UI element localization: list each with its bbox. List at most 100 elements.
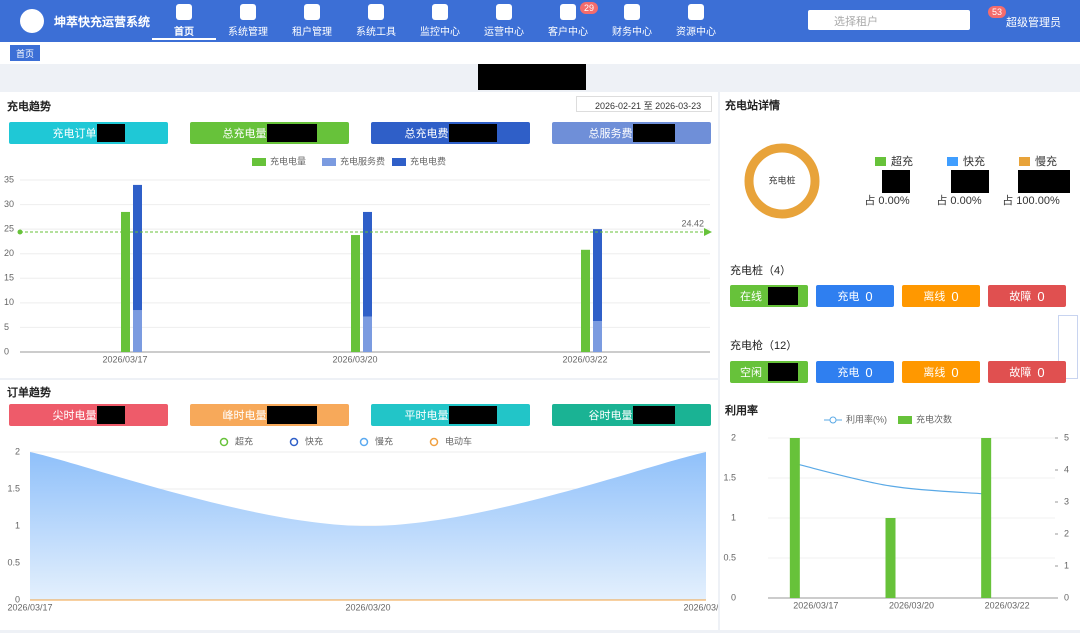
date-start: 2026-02-21 [595,101,642,111]
status-button[interactable]: 故障 0 [988,361,1066,383]
redacted [96,124,125,142]
nav-label: 资源中心 [676,27,716,38]
nav-item[interactable]: 系统工具 [344,4,408,38]
panel-title: 充电趋势 [7,101,51,113]
summary-card[interactable]: 平时电量 [371,404,530,426]
user-badge: 53 [988,6,1007,18]
status-label: 离线 [923,291,946,303]
value-label: 占 0.00% [864,193,909,207]
legend-swatch [829,416,837,424]
y2-tick-label: 2 [1064,528,1069,538]
nav-item[interactable]: 资源中心 [664,4,728,38]
donut-slice [744,143,820,219]
usage-chart: 0 0.5 1 1.5 2 0 1 2 3 4 5 利用率(%) 充电次数 2026/03/17 2026/… [723,413,1069,610]
y-tick-label: 10 [4,297,14,307]
nav-label: 运营中心 [484,27,524,38]
legend-swatch [392,158,406,166]
nav-item[interactable]: 运营中心 [472,4,536,38]
status-button[interactable]: 充电 0 [816,361,894,383]
y-tick-label: 0 [4,346,9,356]
status-button[interactable]: 空闲 [730,361,808,383]
nav-label: 客户中心 [548,27,588,38]
nav-icon [176,4,192,20]
card-label: 总充电费 [404,128,449,140]
user-menu[interactable]: 超级管理员 [1006,17,1061,29]
value-label: 占 100.00% [1002,193,1060,207]
tab[interactable]: 首页 [10,45,41,61]
legend-swatch [219,437,229,447]
average-start [17,229,23,235]
summary-card[interactable]: 尖时电量 [9,404,168,426]
nav-item[interactable]: 系统管理 [216,4,280,38]
legend-swatch [289,437,299,447]
nav-item[interactable]: 监控中心 [408,4,472,38]
status-value: 0 [1037,364,1045,380]
x-tick-label: 2026/03/20 [345,602,390,612]
y-tick-label: 2 [731,432,736,442]
status-button[interactable]: 离线 0 [902,285,980,307]
summary-card[interactable]: 峰时电量 [190,404,349,426]
y-tick-label: 30 [4,199,14,209]
nav-icon [560,4,576,20]
nav-label: 首页 [152,23,216,40]
bar [363,316,372,352]
average-label: 24.42 [681,218,704,228]
legend-label: 慢充 [375,435,393,446]
legend-label: 充电电量 [270,155,306,166]
bar [351,235,360,352]
redacted [1018,170,1070,193]
legend-swatch [359,437,369,447]
y-tick-label: 1.5 [723,472,736,482]
redacted [96,406,125,424]
summary-card[interactable]: 总充电量 [190,122,349,144]
status-value: 0 [865,288,873,304]
status-value: 0 [951,364,959,380]
status-label: 空闲 [740,367,762,379]
nav-item[interactable]: 租户管理 [280,4,344,38]
nav-label: 财务中心 [612,27,652,38]
status-label: 离线 [923,367,946,379]
y-tick-label: 0 [731,592,736,602]
summary-card[interactable]: 总充电费 [371,122,530,144]
card-label: 峰时电量 [222,410,267,422]
nav-item[interactable]: 客户中心 29 [536,2,600,38]
card-label: 总充电量 [222,128,267,140]
card-label: 平时电量 [404,410,449,422]
summary-card[interactable]: 总服务费 [552,122,711,144]
bar [133,310,142,352]
card-label: 尖时电量 [52,410,97,422]
y-tick-label: 1.5 [7,483,20,493]
summary-card[interactable]: 充电订单 [9,122,168,144]
status-button[interactable]: 离线 0 [902,361,980,383]
x-tick-label: 2026/03/20 [889,600,934,610]
legend-swatch [947,157,958,166]
tenant-select[interactable]: 选择租户 [808,10,970,30]
station-donut: 超充占 0.00% 快充占 0.00% 慢充占 100.00% 充电桩 [744,143,1070,219]
status-value: 0 [951,288,959,304]
nav-icon [240,4,256,20]
x-tick-label: 2026/03/17 [7,602,52,612]
x-tick-label: 2026/03/22 [562,354,607,364]
nav-item[interactable]: 财务中心 [600,4,664,38]
status-button[interactable]: 故障 0 [988,285,1066,307]
redacted [266,124,317,142]
app-title: 坤萃快充运营系统 [54,15,151,29]
summary-card[interactable]: 谷时电量 [552,404,711,426]
redacted [448,124,497,142]
legend-label: 充电服务费 [340,155,385,166]
top-nav: 坤萃快充运营系统 选择租户 53 超级管理员 首页 系统管理 租户管理 系统工具 监控中… [0,0,1080,42]
y-tick-label: 1 [15,520,20,530]
y-tick-label: 5 [4,322,9,332]
nav-item[interactable]: 首页 [152,4,216,40]
status-button[interactable]: 充电 0 [816,285,894,307]
legend-label: 慢充 [1035,154,1057,168]
pile-title: 充电桩（4） [730,265,792,277]
status-button[interactable]: 在线 [730,285,808,307]
panel-title: 订单趋势 [7,387,51,399]
panel-title: 充电站详情 [725,100,780,112]
y-tick-label: 0.5 [7,557,20,567]
date-range[interactable]: 2026-02-21 至 2026-03-23 [576,96,712,112]
trend-chart: 0 5 10 15 20 25 30 35 充电电量 充电服务费 充电电费 2026/03/17 202… [4,155,712,364]
bar [121,211,130,352]
